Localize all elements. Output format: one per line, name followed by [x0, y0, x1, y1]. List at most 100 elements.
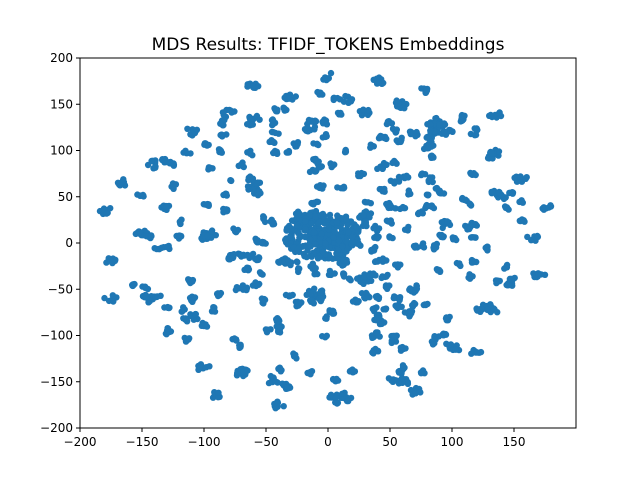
data-point [303, 253, 310, 261]
data-point [294, 229, 302, 237]
x-tick-label: −200 [64, 435, 97, 449]
data-point [464, 224, 471, 231]
data-point [344, 221, 351, 229]
data-point [412, 390, 419, 397]
data-point [292, 351, 299, 359]
data-point [272, 378, 279, 385]
data-point [154, 293, 161, 300]
data-point [337, 109, 344, 117]
data-point [271, 149, 278, 156]
data-point [292, 93, 299, 100]
data-point [420, 301, 427, 309]
data-point [192, 310, 199, 318]
data-point [418, 85, 425, 92]
data-point [287, 292, 294, 299]
data-point [182, 147, 189, 154]
data-point [319, 248, 327, 256]
data-point [393, 303, 400, 311]
data-point [365, 106, 372, 114]
x-tick-label: −100 [188, 435, 221, 449]
data-point [273, 316, 280, 323]
data-point [449, 234, 456, 241]
data-point [220, 206, 228, 213]
data-point [396, 297, 403, 304]
data-point [322, 315, 329, 322]
data-point [342, 147, 349, 154]
data-point [382, 305, 389, 313]
data-point [468, 350, 475, 357]
data-point [233, 337, 240, 344]
data-point [244, 121, 251, 128]
data-point [335, 237, 343, 245]
data-point [232, 286, 240, 294]
data-point [282, 291, 290, 299]
data-point [427, 127, 434, 134]
data-point [539, 205, 546, 212]
data-point [364, 199, 372, 206]
y-axis-ticks: −200 −150 −100 −50 0 50 100 150 200 [40, 51, 80, 435]
data-point [522, 175, 529, 182]
data-point [246, 173, 254, 180]
data-point [376, 333, 383, 340]
data-point [110, 298, 117, 305]
data-point [505, 281, 513, 289]
data-point [412, 133, 419, 140]
data-point [442, 315, 450, 322]
data-point [353, 224, 360, 231]
data-point [343, 216, 350, 223]
data-point [229, 254, 237, 262]
y-tick-label: −200 [40, 421, 73, 435]
data-point [148, 157, 155, 165]
data-point [397, 347, 405, 354]
data-point [391, 178, 399, 185]
data-point [308, 253, 315, 260]
data-point [214, 292, 222, 300]
data-point [395, 173, 403, 181]
data-point [307, 290, 314, 297]
data-point [256, 116, 263, 123]
data-point [402, 173, 410, 180]
data-point [311, 123, 319, 131]
data-point [310, 229, 318, 236]
data-point [375, 233, 382, 240]
data-point [317, 212, 324, 219]
data-point [388, 337, 395, 344]
data-point [389, 159, 396, 167]
y-tick-label: 50 [58, 190, 73, 204]
data-point [367, 144, 374, 151]
data-point [301, 218, 309, 225]
data-point [503, 261, 511, 269]
data-point [319, 333, 326, 340]
data-point [375, 295, 382, 303]
data-point [185, 276, 192, 283]
data-point [505, 206, 512, 213]
data-point [377, 134, 384, 141]
data-point [245, 266, 253, 273]
data-point [301, 233, 309, 241]
data-point [332, 394, 340, 401]
data-point [312, 265, 319, 272]
data-point [136, 228, 143, 236]
data-point [272, 405, 279, 412]
data-point [256, 188, 263, 195]
data-point [148, 233, 155, 240]
data-point [339, 243, 346, 250]
data-point [226, 106, 233, 114]
data-point [508, 275, 515, 283]
data-point [438, 219, 445, 226]
data-point [425, 177, 432, 184]
data-point [398, 136, 405, 143]
data-point [327, 391, 335, 398]
data-point [115, 181, 123, 188]
data-point [163, 331, 170, 338]
data-point [443, 340, 450, 347]
data-point [330, 234, 337, 241]
y-tick-label: 100 [50, 144, 73, 158]
data-point [489, 155, 496, 162]
data-point [313, 140, 321, 147]
data-point [334, 212, 341, 219]
data-point [438, 233, 445, 241]
data-point [211, 308, 219, 315]
data-point [273, 106, 281, 114]
data-point [424, 192, 432, 199]
